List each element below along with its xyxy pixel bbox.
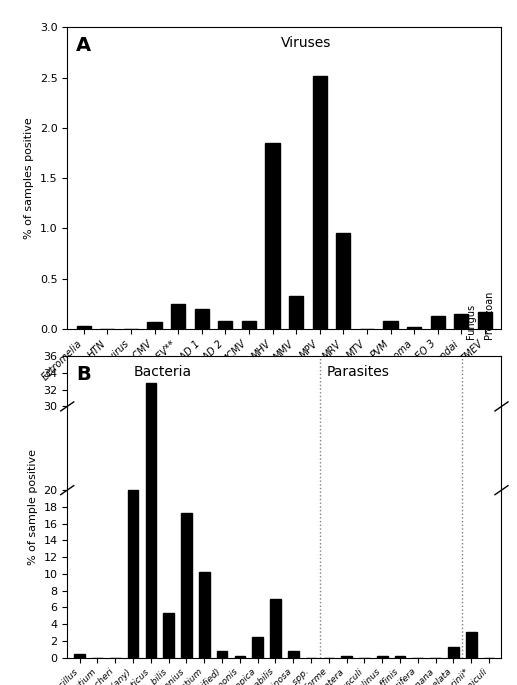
Bar [270,599,281,658]
Bar [77,326,91,329]
Text: B: B [76,365,90,384]
Text: Fungus: Fungus [466,304,476,340]
Bar [407,327,421,329]
Text: A: A [76,36,91,55]
Bar [74,654,85,658]
Bar [181,513,192,658]
Bar [341,656,352,658]
Text: Protozoan: Protozoan [484,291,494,340]
Bar [384,321,398,329]
Bar [289,296,303,329]
Bar [431,316,445,329]
Bar [242,321,256,329]
Text: Bacteria: Bacteria [134,365,192,379]
Bar [235,656,245,658]
Bar [377,656,388,658]
Bar [147,322,162,329]
Bar [478,312,492,329]
Bar [199,572,209,658]
Bar [288,651,299,658]
Bar [145,383,156,658]
Bar [217,651,227,658]
Bar [454,314,468,329]
Bar [195,309,209,329]
Bar [218,321,233,329]
Bar [163,613,174,658]
Text: Viruses: Viruses [281,36,331,51]
Bar [252,636,263,658]
Bar [448,647,459,658]
Bar [128,490,139,658]
Bar [466,632,477,658]
Bar [336,234,351,329]
Text: Parasites: Parasites [327,365,390,379]
Bar [171,303,185,329]
Bar [265,143,280,329]
Bar [394,656,405,658]
Y-axis label: % of samples positive: % of samples positive [24,117,34,239]
Y-axis label: % of sample positive: % of sample positive [28,449,38,565]
Bar [313,75,327,329]
